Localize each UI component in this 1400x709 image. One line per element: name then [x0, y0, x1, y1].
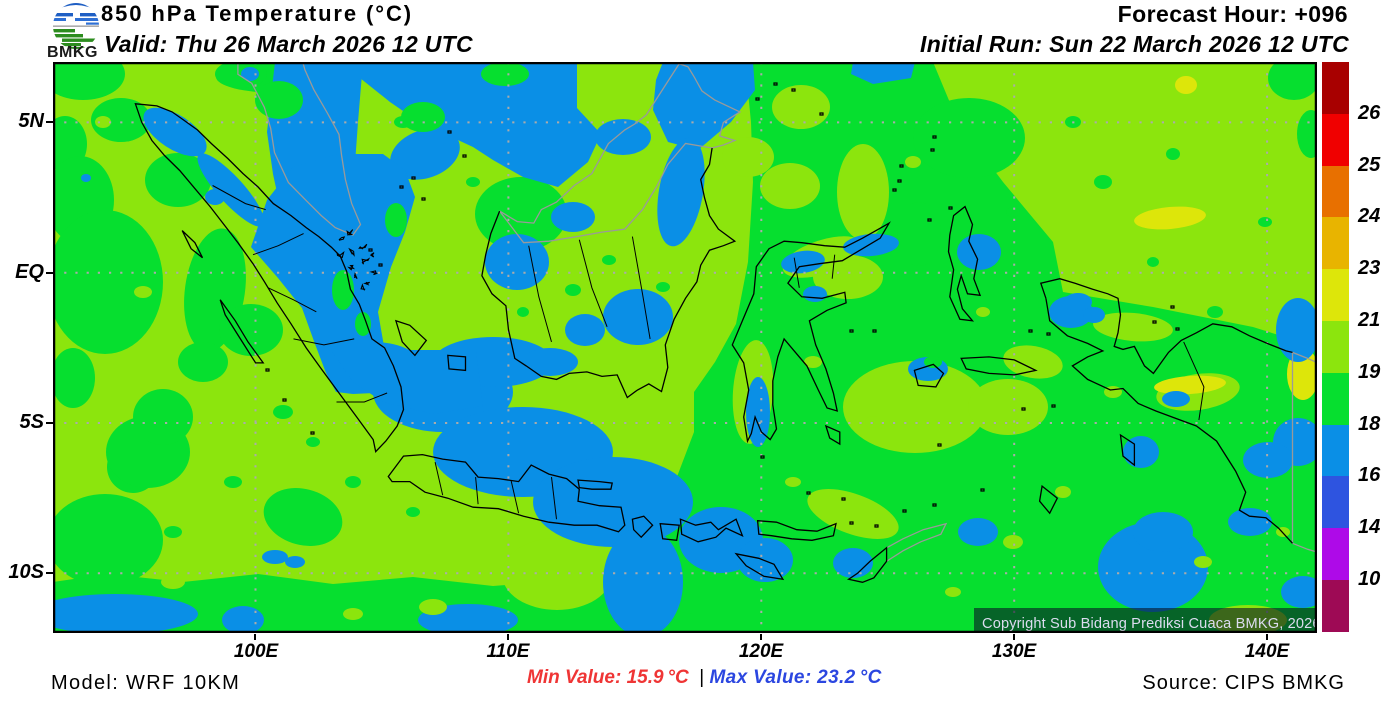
svg-text:Copyright Sub Bidang Prediksi: Copyright Sub Bidang Prediksi Cuaca BMKG…	[982, 616, 1317, 632]
